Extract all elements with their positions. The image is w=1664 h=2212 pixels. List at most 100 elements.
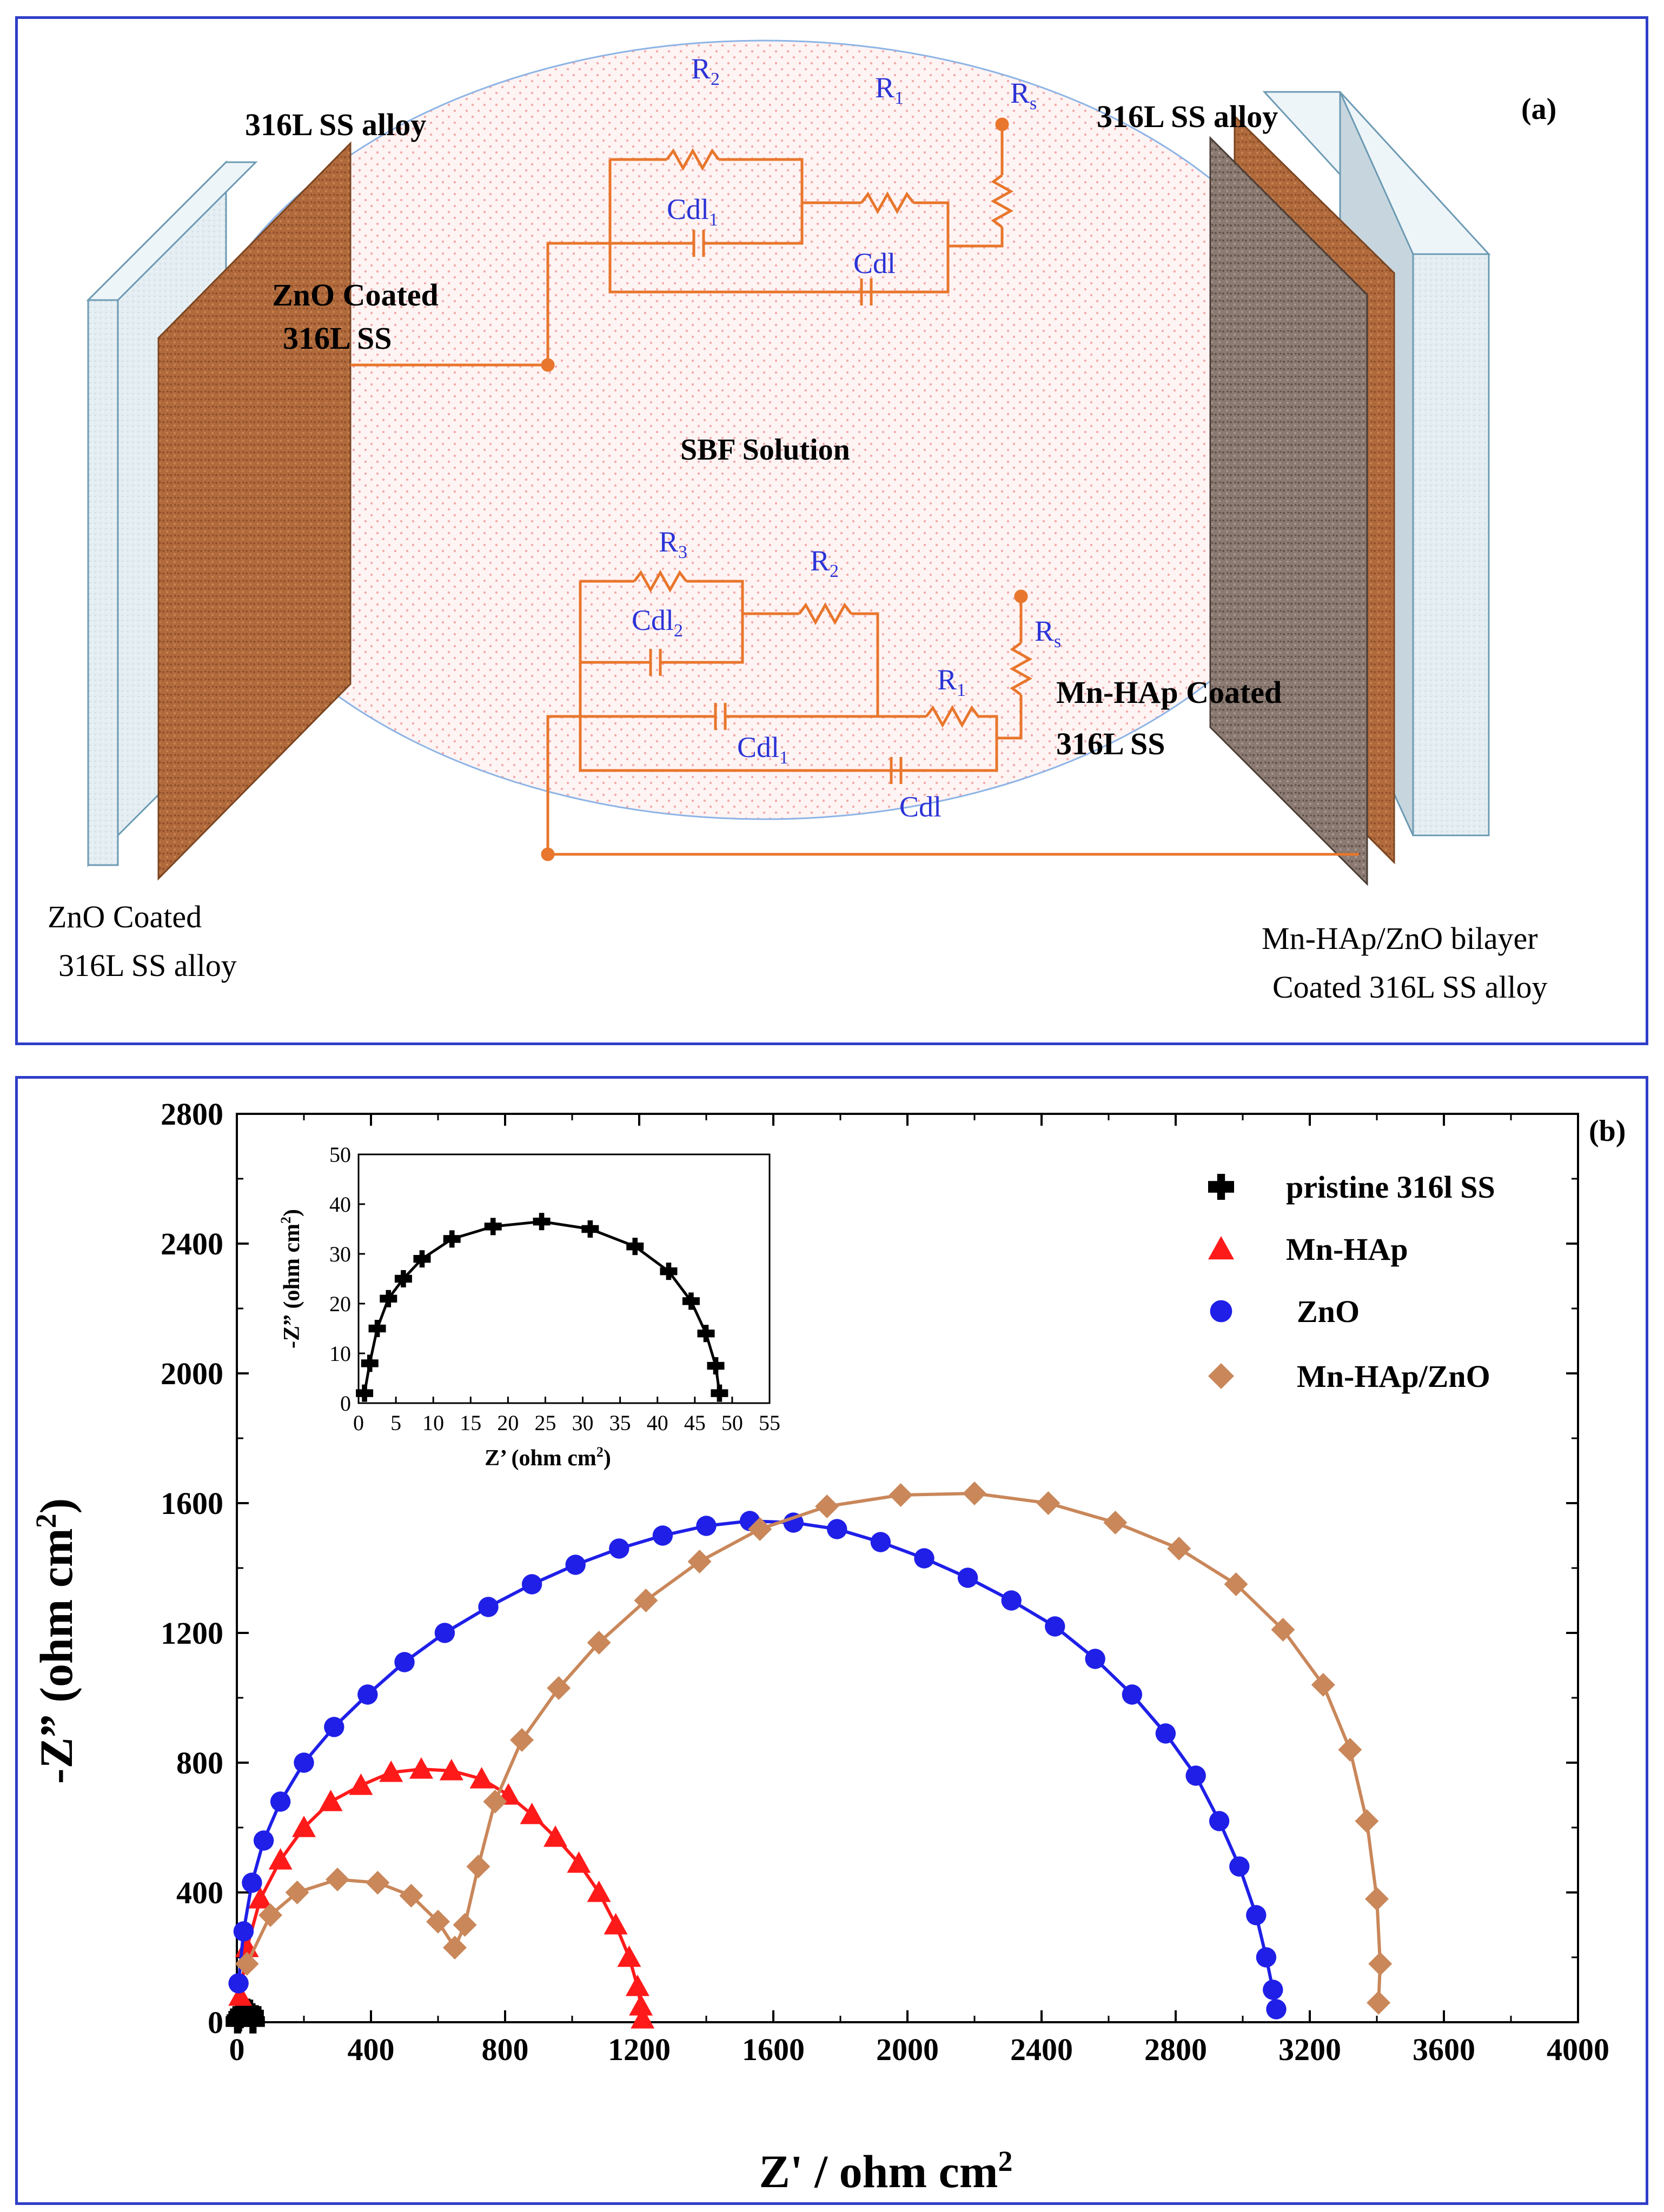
- data-point-3: [1311, 1673, 1335, 1697]
- data-point-3: [1103, 1511, 1128, 1535]
- data-point-1: [617, 1945, 641, 1967]
- data-point-2: [914, 1548, 934, 1569]
- data-point-1: [319, 1790, 343, 1811]
- legend-label-3: Mn-HAp/ZnO: [1297, 1359, 1490, 1394]
- schematic-panel: (a) 316L SS alloy 316L SS alloy ZnO Coat…: [15, 16, 1648, 1045]
- data-point-2: [1209, 1811, 1230, 1831]
- x-tick-label: 2800: [1144, 2032, 1207, 2067]
- data-point-1: [631, 2007, 655, 2029]
- inset-data-point-v: [362, 1384, 367, 1402]
- y-axis-title: -Z” (ohm cm2): [30, 1498, 82, 1784]
- data-point-2: [478, 1597, 499, 1617]
- data-point-3: [510, 1728, 534, 1752]
- data-point-3: [285, 1881, 309, 1904]
- y-tick-label: 1600: [161, 1486, 223, 1521]
- inset-data-point-v: [688, 1292, 694, 1310]
- data-point-3: [889, 1483, 913, 1507]
- data-point-2: [652, 1525, 673, 1546]
- data-point-2: [394, 1652, 415, 1672]
- data-point-3: [1338, 1738, 1362, 1762]
- legend-label-0: pristine 316l SS: [1286, 1170, 1495, 1205]
- x-tick-label: 1200: [608, 2032, 671, 2067]
- data-point-2: [228, 1973, 249, 1994]
- right-coat-label-2: 316L SS: [1056, 726, 1165, 761]
- equivalent-circuit-1: [350, 117, 1014, 372]
- series-line-2: [237, 1519, 1278, 2010]
- data-point-2: [324, 1717, 344, 1737]
- legend-label-1: Mn-HAp: [1286, 1232, 1408, 1267]
- y-tick-label: 0: [208, 2005, 223, 2040]
- left-substrate: [86, 141, 352, 881]
- inset-x-tick-label: 40: [647, 1411, 668, 1435]
- data-point-3: [1167, 1537, 1191, 1560]
- legend-marker-0-v: [1217, 1174, 1225, 1200]
- data-point-3: [815, 1494, 839, 1518]
- data-point-3: [547, 1676, 571, 1700]
- c1-cdl-label: Cdl: [853, 247, 896, 280]
- c1-cdl1-label: Cdl1: [667, 193, 718, 230]
- inset-x-tick-label: 10: [422, 1411, 444, 1435]
- inset-x-tick-label: 0: [353, 1411, 364, 1435]
- inset-data-point-v: [632, 1238, 638, 1256]
- inset-data-point-v: [587, 1220, 593, 1238]
- data-point-2: [270, 1791, 291, 1812]
- data-point-3: [466, 1855, 490, 1878]
- data-point-3: [366, 1871, 390, 1895]
- bottom-right-label-1: Mn-HAp/ZnO bilayer: [1262, 921, 1538, 956]
- data-point-1: [439, 1759, 463, 1781]
- inset-y-tick-label: 10: [329, 1341, 351, 1366]
- bottom-left-label-1: ZnO Coated: [48, 899, 202, 934]
- legend-marker-2: [1210, 1300, 1232, 1323]
- data-point-3: [634, 1589, 658, 1612]
- inset-x-tick-label: 20: [497, 1411, 519, 1435]
- data-point-2: [1155, 1723, 1176, 1744]
- inset-x-tick-label: 45: [684, 1411, 706, 1435]
- inset-x-tick-label: 55: [759, 1411, 780, 1435]
- series-line-3: [245, 1492, 1382, 2003]
- right-substrate: [1209, 91, 1491, 886]
- data-point-2: [233, 1921, 254, 1942]
- c1-r1-label: R1: [875, 71, 904, 108]
- inset-series-line: [363, 1220, 721, 1394]
- x-tick-label: 3600: [1413, 2032, 1475, 2067]
- data-point-3: [587, 1631, 611, 1655]
- inset-data-point-v: [401, 1270, 406, 1287]
- data-point-2: [827, 1519, 847, 1539]
- y-tick-label: 1200: [161, 1616, 223, 1651]
- data-point-3: [687, 1550, 712, 1573]
- data-point-2: [253, 1830, 274, 1851]
- inset-y-tick-label: 50: [329, 1142, 351, 1167]
- nyquist-chart-panel: 0 400 800 1200 1600 2000 2400 2800 3200 3600 4000 0…: [15, 1076, 1648, 2205]
- data-point-3: [453, 1913, 477, 1937]
- data-point-3: [235, 1952, 259, 1976]
- inset-x-tick-label: 30: [572, 1411, 594, 1435]
- inset-y-tick-label: 20: [329, 1292, 351, 1316]
- data-point-2: [521, 1574, 542, 1595]
- inset-x-tick-label: 5: [390, 1411, 401, 1435]
- data-point-2: [1122, 1684, 1143, 1705]
- data-point-1: [248, 1887, 273, 1909]
- data-point-2: [870, 1532, 891, 1552]
- inset-data-point-v: [367, 1354, 373, 1372]
- data-point-3: [1355, 1809, 1379, 1833]
- data-point-2: [1085, 1649, 1105, 1669]
- sbf-solution-label: SBF Solution: [680, 433, 850, 467]
- x-tick-label: 4000: [1547, 2032, 1609, 2067]
- c1-r2-label: R2: [691, 52, 720, 89]
- data-point-2: [696, 1516, 717, 1536]
- left-top-label: 316L SS alloy: [245, 107, 426, 142]
- x-axis-title: Z' / ohm cm2: [759, 2145, 1013, 2197]
- data-point-3: [483, 1790, 507, 1814]
- y-tick-label: 400: [176, 1875, 223, 1910]
- bottom-left-label-2: 316L SS alloy: [58, 948, 237, 983]
- inset-data-point-v: [386, 1290, 392, 1307]
- inset-data-point-v: [703, 1325, 709, 1343]
- inset-data-point-v: [713, 1357, 719, 1374]
- inset-y-tick-label: 0: [340, 1391, 351, 1416]
- data-point-3: [426, 1910, 450, 1934]
- data-point-3: [1368, 1952, 1393, 1976]
- data-point-1: [625, 1975, 649, 1996]
- y-tick-label: 2400: [161, 1226, 223, 1261]
- inset-data-point-v: [717, 1384, 722, 1402]
- inset-data-point-v: [449, 1230, 455, 1248]
